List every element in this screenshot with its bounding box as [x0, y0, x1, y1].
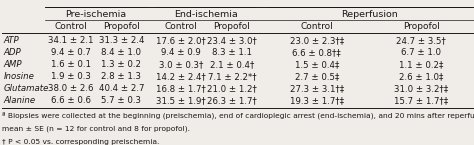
- Text: 8.4 ± 1.0: 8.4 ± 1.0: [101, 48, 141, 57]
- Text: 21.0 ± 1.2†: 21.0 ± 1.2†: [207, 84, 257, 93]
- Text: 8.3 ± 1.1: 8.3 ± 1.1: [212, 48, 252, 57]
- Text: 27.3 ± 3.1†‡: 27.3 ± 3.1†‡: [290, 84, 344, 93]
- Text: 6.7 ± 1.0: 6.7 ± 1.0: [401, 48, 441, 57]
- Text: End-ischemia: End-ischemia: [174, 10, 238, 19]
- Text: Propofol: Propofol: [103, 22, 140, 31]
- Text: 2.1 ± 0.4†: 2.1 ± 0.4†: [210, 60, 254, 69]
- Text: 1.3 ± 0.2: 1.3 ± 0.2: [101, 60, 141, 69]
- Text: 19.3 ± 1.7†‡: 19.3 ± 1.7†‡: [290, 96, 344, 105]
- Text: † P < 0.05 vs. corresponding preischemia.: † P < 0.05 vs. corresponding preischemia…: [2, 139, 160, 145]
- Text: Reperfusion: Reperfusion: [341, 10, 397, 19]
- Text: ª Biopsies were collected at the beginning (preischemia), end of cardioplegic ar: ª Biopsies were collected at the beginni…: [2, 112, 474, 119]
- Text: 17.6 ± 2.0†: 17.6 ± 2.0†: [156, 36, 206, 45]
- Text: Control: Control: [54, 22, 87, 31]
- Text: 38.0 ± 2.6: 38.0 ± 2.6: [48, 84, 93, 93]
- Text: Propofol: Propofol: [403, 22, 440, 31]
- Text: 24.7 ± 3.5†: 24.7 ± 3.5†: [396, 36, 446, 45]
- Text: 31.3 ± 2.4: 31.3 ± 2.4: [99, 36, 144, 45]
- Text: mean ± SE (n = 12 for control and 8 for propofol).: mean ± SE (n = 12 for control and 8 for …: [2, 126, 191, 132]
- Text: Inosine: Inosine: [3, 72, 34, 81]
- Text: ADP: ADP: [3, 48, 21, 57]
- Text: 31.0 ± 3.2†‡: 31.0 ± 3.2†‡: [394, 84, 448, 93]
- Text: 9.4 ± 0.9: 9.4 ± 0.9: [161, 48, 201, 57]
- Text: 9.4 ± 0.7: 9.4 ± 0.7: [51, 48, 91, 57]
- Text: 16.8 ± 1.7†: 16.8 ± 1.7†: [156, 84, 206, 93]
- Text: 14.2 ± 2.4†: 14.2 ± 2.4†: [156, 72, 206, 81]
- Text: 34.1 ± 2.1: 34.1 ± 2.1: [48, 36, 93, 45]
- Text: 15.7 ± 1.7†‡: 15.7 ± 1.7†‡: [394, 96, 448, 105]
- Text: 31.5 ± 1.9†: 31.5 ± 1.9†: [156, 96, 206, 105]
- Text: 5.7 ± 0.3: 5.7 ± 0.3: [101, 96, 141, 105]
- Text: 7.1 ± 2.2*†: 7.1 ± 2.2*†: [208, 72, 256, 81]
- Text: Glutamate: Glutamate: [3, 84, 49, 93]
- Text: Propofol: Propofol: [213, 22, 250, 31]
- Text: Pre-ischemia: Pre-ischemia: [65, 10, 127, 19]
- Text: 40.4 ± 2.7: 40.4 ± 2.7: [99, 84, 144, 93]
- Text: 1.9 ± 0.3: 1.9 ± 0.3: [51, 72, 91, 81]
- Text: 2.7 ± 0.5‡: 2.7 ± 0.5‡: [294, 72, 339, 81]
- Text: 6.6 ± 0.8†‡: 6.6 ± 0.8†‡: [292, 48, 341, 57]
- Text: 1.6 ± 0.1: 1.6 ± 0.1: [51, 60, 91, 69]
- Text: ATP: ATP: [3, 36, 19, 45]
- Text: 23.4 ± 3.0†: 23.4 ± 3.0†: [207, 36, 257, 45]
- Text: 23.0 ± 2.3†‡: 23.0 ± 2.3†‡: [290, 36, 344, 45]
- Text: Control: Control: [301, 22, 333, 31]
- Text: 1.5 ± 0.4‡: 1.5 ± 0.4‡: [294, 60, 339, 69]
- Text: 26.3 ± 1.7†: 26.3 ± 1.7†: [207, 96, 257, 105]
- Text: 2.8 ± 1.3: 2.8 ± 1.3: [101, 72, 141, 81]
- Text: AMP: AMP: [3, 60, 22, 69]
- Text: Control: Control: [164, 22, 197, 31]
- Text: Alanine: Alanine: [3, 96, 36, 105]
- Text: 6.6 ± 0.6: 6.6 ± 0.6: [51, 96, 91, 105]
- Text: 2.6 ± 1.0‡: 2.6 ± 1.0‡: [399, 72, 444, 81]
- Text: 1.1 ± 0.2‡: 1.1 ± 0.2‡: [399, 60, 444, 69]
- Text: 3.0 ± 0.3†: 3.0 ± 0.3†: [159, 60, 203, 69]
